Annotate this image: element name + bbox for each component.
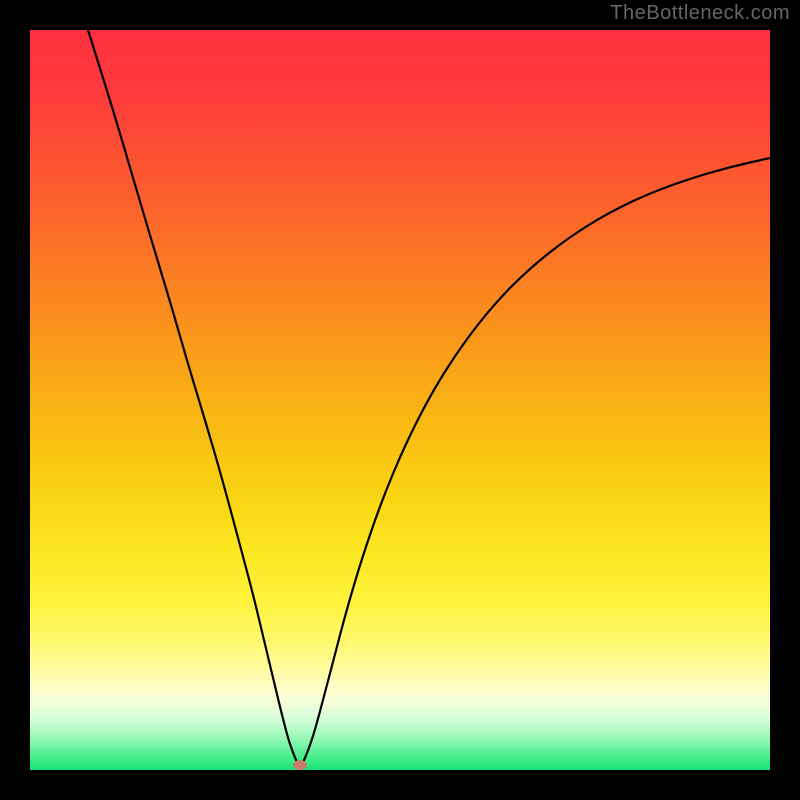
watermark-text: TheBottleneck.com — [610, 2, 790, 25]
curve-left — [88, 30, 300, 767]
minimum-marker — [293, 760, 307, 770]
curve-right — [300, 158, 770, 767]
plot-area — [30, 30, 770, 770]
curve-layer — [30, 30, 770, 770]
